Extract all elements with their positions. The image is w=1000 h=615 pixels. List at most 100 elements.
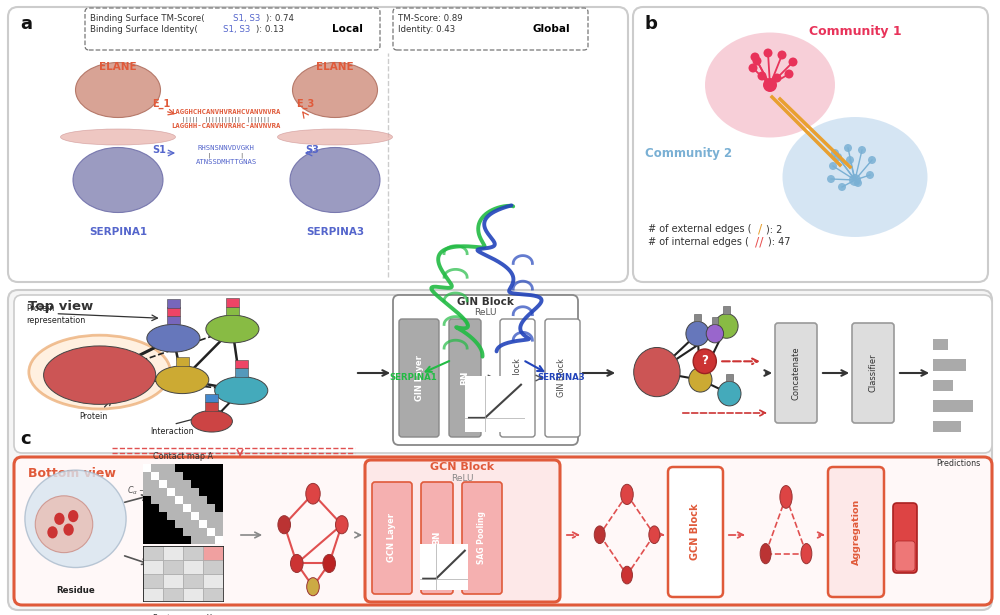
Text: S1, S3: S1, S3 <box>233 14 260 23</box>
Ellipse shape <box>60 129 176 145</box>
Circle shape <box>780 486 792 508</box>
Circle shape <box>689 367 712 392</box>
Circle shape <box>831 149 839 157</box>
Bar <box>933 359 966 370</box>
FancyBboxPatch shape <box>14 295 992 453</box>
Text: Global: Global <box>532 24 570 34</box>
Text: Bottom view: Bottom view <box>28 467 116 480</box>
Circle shape <box>858 146 866 154</box>
Text: Binding Surface TM-Score(: Binding Surface TM-Score( <box>90 14 205 23</box>
Bar <box>143 546 163 560</box>
Text: |         |: | | <box>208 153 244 158</box>
Text: Contact map A: Contact map A <box>153 452 213 461</box>
FancyBboxPatch shape <box>895 541 915 571</box>
Bar <box>694 314 701 321</box>
Text: Residue: Residue <box>56 585 95 595</box>
FancyBboxPatch shape <box>393 295 578 445</box>
Text: //: // <box>755 236 764 248</box>
FancyBboxPatch shape <box>8 7 628 282</box>
FancyBboxPatch shape <box>85 8 380 50</box>
Text: S1: S1 <box>152 145 166 155</box>
Text: Classifier: Classifier <box>868 354 878 392</box>
Circle shape <box>849 174 861 186</box>
Bar <box>203 588 223 601</box>
Bar <box>143 588 163 601</box>
Text: ReLU: ReLU <box>451 474 474 483</box>
Text: ): 0.13: ): 0.13 <box>256 25 284 34</box>
Text: GIN Layer: GIN Layer <box>415 355 424 401</box>
Circle shape <box>323 555 336 573</box>
Bar <box>933 400 973 411</box>
Text: |||||  |||||||||||  |||||||: ||||| ||||||||||| ||||||| <box>182 116 270 122</box>
Circle shape <box>829 162 837 170</box>
Text: /: / <box>758 223 762 236</box>
Text: GCN Layer: GCN Layer <box>388 514 396 563</box>
Text: Identity: 0.43: Identity: 0.43 <box>398 25 455 34</box>
Ellipse shape <box>25 470 126 568</box>
Text: Top view: Top view <box>28 300 93 313</box>
Text: TM-Score: 0.89: TM-Score: 0.89 <box>398 14 463 23</box>
Text: S1, S3: S1, S3 <box>223 25 250 34</box>
Circle shape <box>147 325 200 352</box>
FancyBboxPatch shape <box>500 319 535 437</box>
Circle shape <box>846 156 854 164</box>
Text: LAGGHH-CANVHVRAHC-ANVNVRA: LAGGHH-CANVHVRAHC-ANVNVRA <box>171 123 281 129</box>
FancyBboxPatch shape <box>449 319 481 437</box>
Bar <box>235 368 248 376</box>
FancyBboxPatch shape <box>775 323 817 423</box>
FancyBboxPatch shape <box>462 482 502 594</box>
Circle shape <box>748 63 758 73</box>
Bar <box>163 588 183 601</box>
Text: GCN Block: GCN Block <box>430 462 495 472</box>
Text: ): 0.74: ): 0.74 <box>266 14 294 23</box>
Text: Protein
representation: Protein representation <box>26 304 85 325</box>
Text: S3: S3 <box>305 145 319 155</box>
Circle shape <box>760 544 771 564</box>
Bar <box>143 574 163 588</box>
Circle shape <box>215 376 268 405</box>
FancyBboxPatch shape <box>14 457 992 605</box>
Circle shape <box>191 411 232 432</box>
Bar <box>235 360 248 368</box>
Bar <box>933 379 953 391</box>
Circle shape <box>649 526 660 544</box>
Circle shape <box>706 325 724 343</box>
Text: SERPINA3: SERPINA3 <box>537 373 585 381</box>
Circle shape <box>868 156 876 164</box>
Text: Community 1: Community 1 <box>809 25 901 38</box>
Text: ATNSSDMHTTGNAS: ATNSSDMHTTGNAS <box>195 159 257 165</box>
Text: $C_{\alpha}-C_{\alpha}<10\AA$: $C_{\alpha}-C_{\alpha}<10\AA$ <box>127 483 183 498</box>
Text: Interaction: Interaction <box>150 427 193 437</box>
Bar <box>183 574 203 588</box>
Bar <box>183 560 203 574</box>
Text: GIN Block: GIN Block <box>558 359 566 397</box>
Circle shape <box>838 183 846 191</box>
Text: Aggregation: Aggregation <box>852 499 860 565</box>
Circle shape <box>763 78 777 92</box>
Text: ReLU: ReLU <box>474 308 497 317</box>
Circle shape <box>772 74 782 82</box>
Circle shape <box>44 346 156 405</box>
Circle shape <box>753 57 762 66</box>
Bar <box>203 546 223 560</box>
FancyBboxPatch shape <box>668 467 723 597</box>
Circle shape <box>29 335 170 409</box>
Text: Predictions: Predictions <box>936 459 980 468</box>
Text: Protein: Protein <box>79 412 107 421</box>
Circle shape <box>306 483 320 504</box>
Text: b: b <box>645 15 658 33</box>
Bar <box>933 421 961 432</box>
Text: E_3: E_3 <box>296 99 314 109</box>
FancyBboxPatch shape <box>365 460 560 602</box>
Bar <box>205 402 218 411</box>
Text: RHSNSNNVDVGKH: RHSNSNNVDVGKH <box>198 145 254 151</box>
Circle shape <box>693 349 716 374</box>
Circle shape <box>758 71 767 81</box>
FancyBboxPatch shape <box>393 8 588 50</box>
Bar <box>163 574 183 588</box>
Bar <box>697 360 704 367</box>
Text: ELANE: ELANE <box>99 62 137 72</box>
Text: GIN Block: GIN Block <box>457 297 514 307</box>
Bar <box>176 357 189 366</box>
Text: ELANE: ELANE <box>316 62 354 72</box>
